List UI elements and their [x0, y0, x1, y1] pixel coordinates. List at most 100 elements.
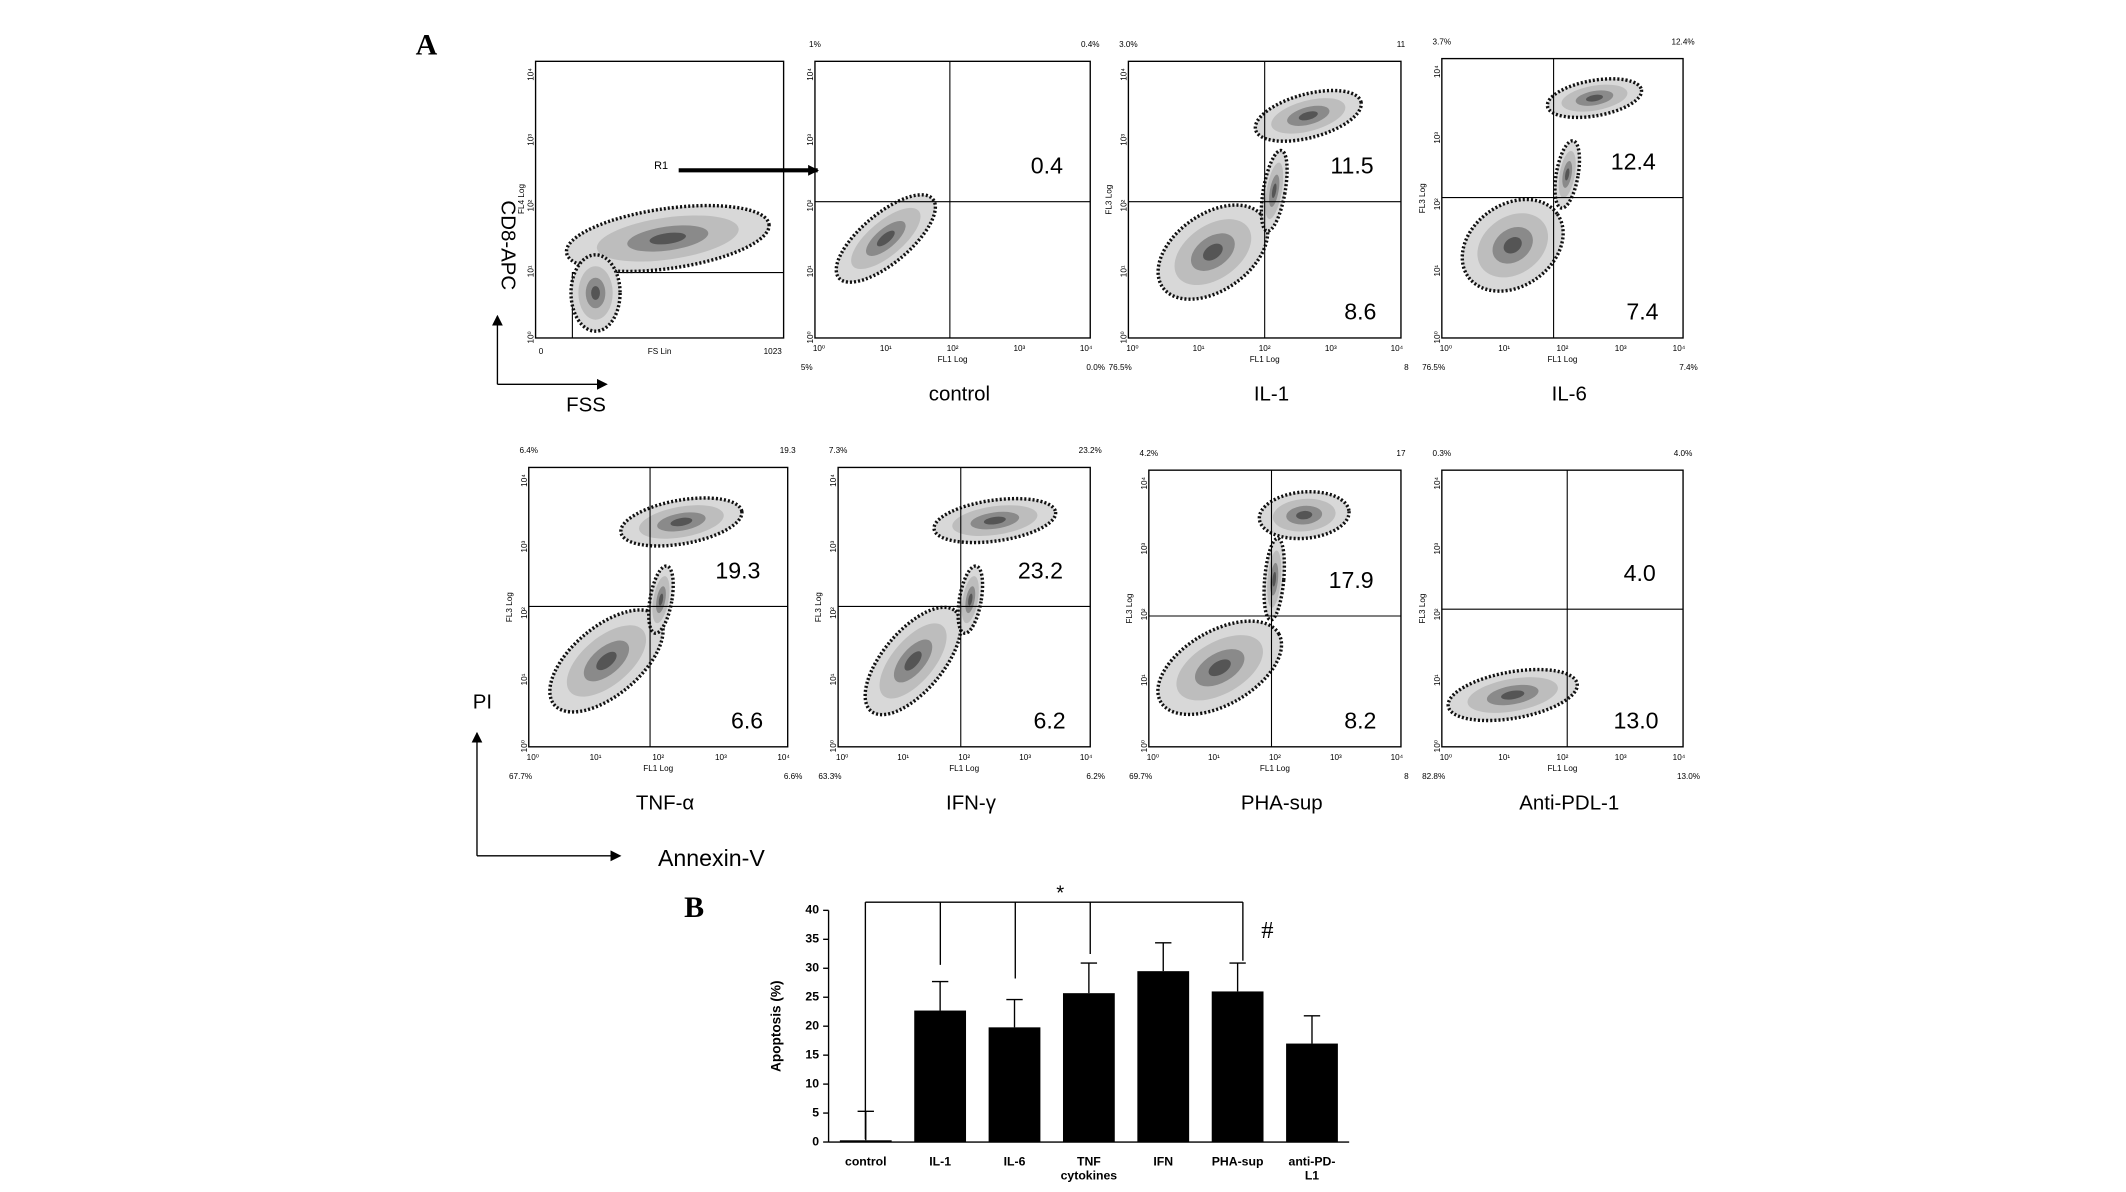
quadrant-value: 4.0: [1624, 560, 1656, 586]
y-tick-label: 10²: [829, 607, 838, 619]
x-tick-label: 10¹: [1208, 753, 1220, 762]
y-axis-title: PI: [473, 691, 492, 714]
y-tick-label: 10¹: [806, 265, 815, 277]
y-tick-label: 10⁴: [1433, 476, 1442, 489]
corner-percent: 11: [1397, 40, 1406, 49]
y-tick-label: 10⁴: [1119, 68, 1128, 81]
corner-percent: 3.0%: [1119, 40, 1138, 49]
x-tick-label: 10²: [652, 753, 664, 762]
y-tick-label: 10¹: [1140, 674, 1149, 686]
density-cloud: [1501, 690, 1525, 700]
density-cloud: [1565, 168, 1570, 181]
significance-bracket: [864, 901, 1244, 1140]
x-tick-label: 10¹: [897, 753, 909, 762]
x-axis-label: FL1 Log: [643, 764, 673, 773]
panel-label: B: [684, 891, 704, 924]
x-axis-label: FL1 Log: [938, 355, 968, 364]
x-tick-label: 10²: [1259, 344, 1271, 353]
density-cloud: [591, 286, 600, 300]
x-tick-label: 10³: [1615, 753, 1627, 762]
corner-percent: 4.0%: [1674, 449, 1693, 458]
x-tick-label: 10⁴: [1080, 344, 1093, 353]
corner-percent: 76.5%: [1422, 363, 1445, 372]
bar: [988, 1027, 1041, 1143]
y-axis-title: Apoptosis (%): [768, 980, 783, 1071]
density-cloud: [658, 593, 664, 606]
density-cloud: [670, 517, 693, 527]
x-axis-title: FSS: [566, 394, 606, 417]
y-tick-label: 10⁴: [1140, 476, 1149, 489]
quadrant-value: 11.5: [1330, 153, 1373, 179]
y-tick-label: 10⁰: [1433, 740, 1442, 752]
sample-name: IL-1: [1254, 383, 1289, 406]
x-tick-label: 10³: [1325, 344, 1337, 353]
y-tick-label: 10²: [1140, 608, 1149, 620]
corner-percent: 6.6%: [784, 772, 803, 781]
corner-percent: 82.8%: [1422, 772, 1445, 781]
density-cloud: [1272, 571, 1277, 587]
y-tick-label: 10³: [1433, 132, 1442, 144]
plot-frame: [1441, 57, 1684, 339]
region-label: R1: [654, 160, 668, 172]
bar: [1286, 1043, 1338, 1143]
x-tick-label: 10³: [715, 753, 727, 762]
corner-percent: 69.7%: [1129, 772, 1152, 781]
density-outline: [1259, 148, 1289, 233]
corner-percent: 0.0%: [1086, 363, 1105, 372]
plot-frame: [528, 466, 789, 748]
annotation: *: [1056, 881, 1064, 904]
y-tick-label: 25: [805, 989, 819, 1003]
quadrant-value: 8.6: [1344, 299, 1376, 325]
x-tick-label: 10⁰: [527, 753, 539, 762]
gate-region: [571, 272, 784, 338]
y-tick-label: 10¹: [1119, 265, 1128, 277]
x-axis-label: FL1 Log: [1260, 764, 1290, 773]
y-tick-label: 10¹: [1433, 674, 1442, 686]
plot-frame: [837, 466, 1091, 748]
x-tick-label: 10²: [947, 344, 959, 353]
x-tick-label: 10¹: [1498, 753, 1510, 762]
quadrant-value: 19.3: [715, 558, 760, 584]
x-axis-label: FL1 Log: [1250, 355, 1280, 364]
y-tick-label: 10¹: [829, 673, 838, 685]
plot-frame: [534, 60, 785, 339]
x-tick-label: anti-PD-L1: [1289, 1155, 1336, 1183]
y-tick-label: 10³: [1119, 134, 1128, 146]
density-outline: [564, 203, 771, 274]
y-axis-title: CD8-APC: [497, 200, 520, 290]
x-tick-label: control: [845, 1155, 887, 1169]
x-tick-label: TNF cytokines: [1061, 1155, 1118, 1183]
y-tick-label: 10³: [829, 540, 838, 552]
density-outline: [1156, 619, 1284, 717]
panel-label: A: [416, 29, 438, 62]
x-tick-label: IL-1: [929, 1155, 951, 1169]
sample-name: control: [929, 383, 990, 406]
x-tick-label: 10⁴: [1673, 753, 1686, 762]
x-tick-label: 10³: [1013, 344, 1025, 353]
x-tick-label: 10¹: [1193, 344, 1205, 353]
bar: [839, 1140, 892, 1143]
density-cloud: [1271, 183, 1277, 199]
y-axis-label: FL3 Log: [505, 592, 514, 622]
error-bar: [1006, 998, 1023, 1028]
x-tick-label: 10²: [958, 753, 970, 762]
y-tick-label: 10⁰: [1140, 740, 1149, 752]
x-tick-label: 10³: [1615, 344, 1627, 353]
bar: [1062, 993, 1115, 1143]
quadrant-value: 8.2: [1344, 707, 1376, 733]
y-tick-label: 10⁴: [1433, 65, 1442, 78]
quadrant-value: 6.6: [731, 707, 763, 733]
density-cloud: [1298, 111, 1318, 121]
x-tick-label: 10⁴: [1080, 753, 1093, 762]
corner-percent: 67.7%: [509, 772, 532, 781]
figure-root: A 10⁰ 10¹ 10² 10³ 10⁴ FS Lin 0 1023 FL4 Log R1 CD8…: [416, 29, 1700, 1183]
x-axis-label: FL1 Log: [1547, 355, 1577, 364]
y-tick-label: 10²: [1433, 608, 1442, 620]
corner-percent: 13.0%: [1677, 772, 1700, 781]
sample-name: IL-6: [1552, 383, 1587, 406]
sample-name: Anti-PDL-1: [1519, 791, 1619, 814]
y-tick-label: 5: [812, 1105, 819, 1119]
annotation: #: [1261, 917, 1273, 944]
quadrant-value: 23.2: [1018, 558, 1063, 584]
